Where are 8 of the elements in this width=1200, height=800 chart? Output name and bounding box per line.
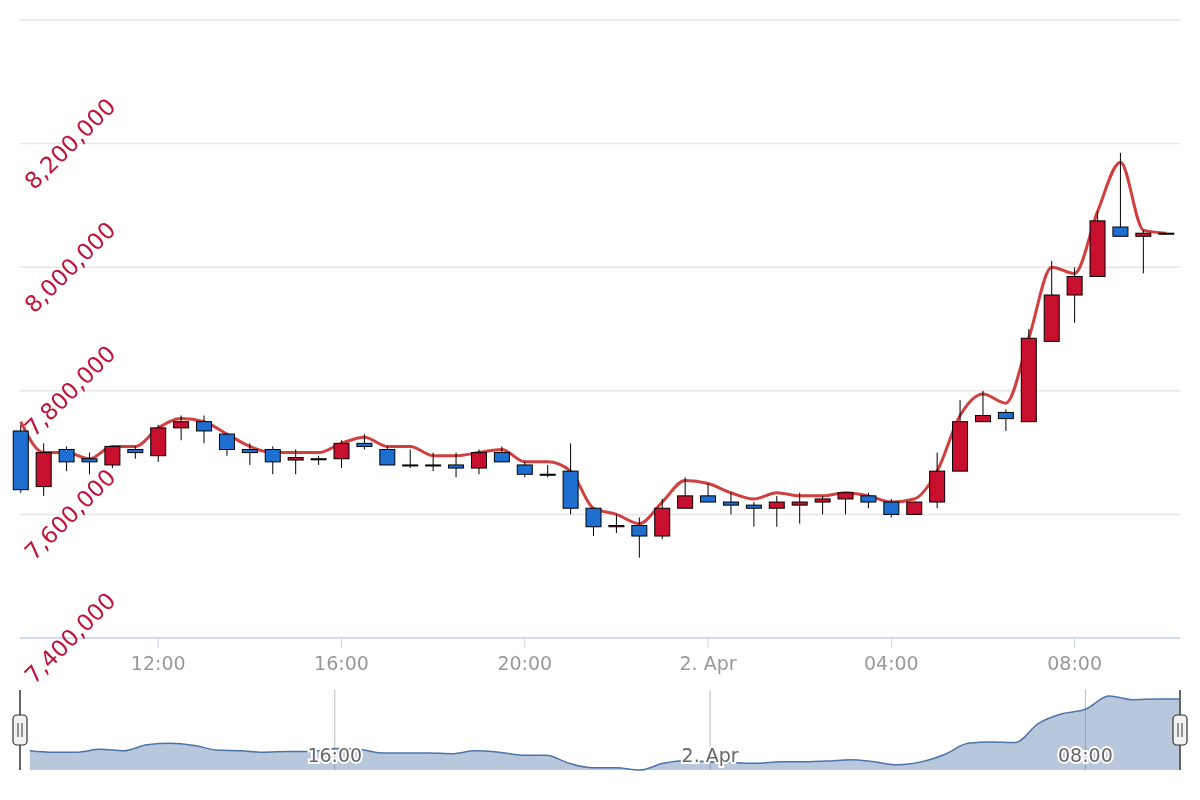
x-tick-label: 08:00 bbox=[1047, 652, 1102, 674]
x-tick-label: 04:00 bbox=[863, 652, 919, 674]
x-tick-label: 20:00 bbox=[497, 652, 553, 674]
x-tick-label: 12:00 bbox=[130, 652, 186, 674]
x-tick-label: 16:00 bbox=[307, 744, 363, 766]
x-tick-label: 2. Apr bbox=[679, 652, 737, 674]
x-tick-label: 08:00 bbox=[1058, 744, 1113, 766]
x-tick-label: 16:00 bbox=[314, 652, 369, 674]
